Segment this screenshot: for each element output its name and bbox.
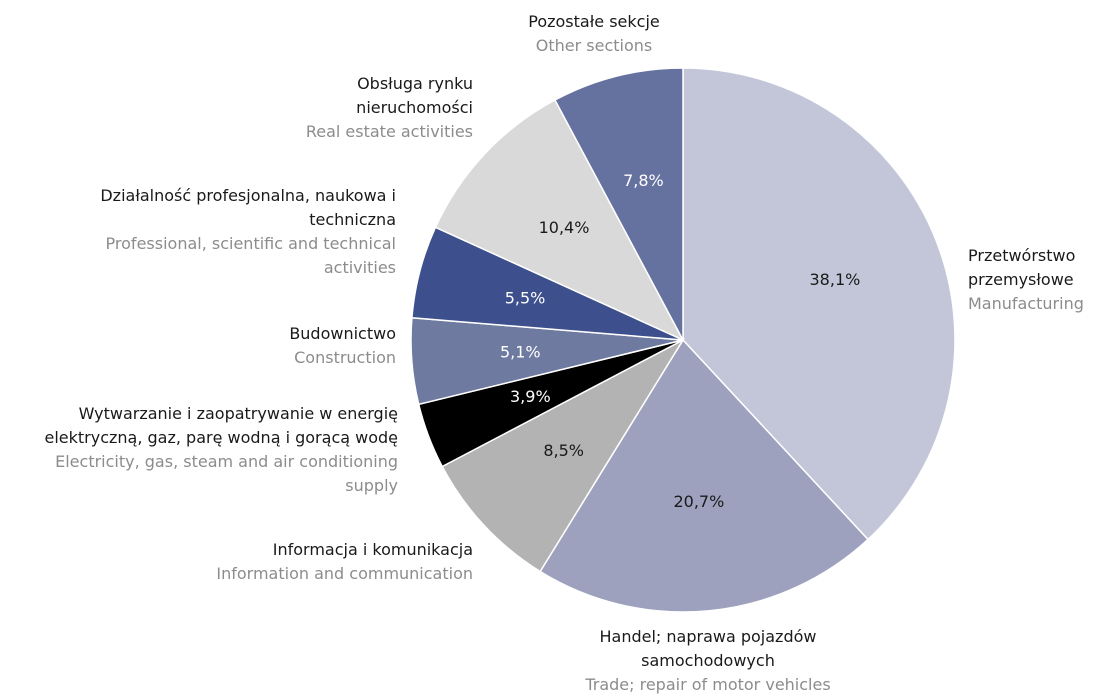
pie-slice	[553, 67, 684, 341]
value-label: 3,9%	[510, 387, 551, 406]
label-en: Information and communication	[216, 564, 473, 583]
category-label: Pozostałe sekcje Other sections	[494, 10, 694, 58]
label-pl: Pozostałe sekcje	[528, 12, 660, 31]
label-pl: Działalność profesjonalna, naukowa i tec…	[100, 186, 396, 229]
label-pl: Handel; naprawa pojazdów samochodowych	[599, 627, 817, 670]
label-en: Manufacturing	[968, 294, 1084, 313]
label-en: Professional, scientific and technical a…	[105, 234, 396, 277]
label-en: Electricity, gas, steam and air conditio…	[55, 452, 398, 495]
value-label: 38,1%	[810, 270, 861, 289]
value-label: 10,4%	[539, 218, 590, 237]
label-pl: Obsługa rynku nieruchomości	[356, 74, 473, 117]
category-label: Wytwarzanie i zaopatrywanie w energię el…	[28, 402, 398, 498]
value-label: 5,5%	[505, 288, 546, 307]
pie-slice	[539, 338, 870, 613]
value-label: 5,1%	[500, 342, 541, 361]
pie-slice	[682, 67, 956, 541]
label-pl: Przetwórstwo przemysłowe	[968, 246, 1076, 289]
label-pl: Wytwarzanie i zaopatrywanie w energię el…	[44, 404, 398, 447]
label-en: Construction	[294, 348, 396, 367]
value-label: 7,8%	[623, 171, 664, 190]
category-label: Obsługa rynku nieruchomości Real estate a…	[283, 72, 473, 144]
pie-slice	[441, 338, 686, 573]
pie-slice	[434, 99, 685, 342]
label-en: Trade; repair of motor vehicles	[585, 675, 831, 694]
category-label: Handel; naprawa pojazdów samochodowych Tr…	[578, 625, 838, 697]
category-label: Budownictwo Construction	[196, 322, 396, 370]
label-pl: Budownictwo	[289, 324, 396, 343]
category-label: Przetwórstwo przemysłowe Manufacturing	[968, 244, 1093, 316]
value-label: 20,7%	[673, 492, 724, 511]
category-label: Działalność profesjonalna, naukowa i tec…	[66, 184, 396, 280]
label-en: Other sections	[535, 36, 653, 55]
category-label: Informacja i komunikacja Information and …	[173, 538, 473, 586]
label-en: Real estate activities	[305, 122, 473, 141]
label-pl: Informacja i komunikacja	[272, 540, 473, 559]
value-label: 8,5%	[543, 441, 584, 460]
